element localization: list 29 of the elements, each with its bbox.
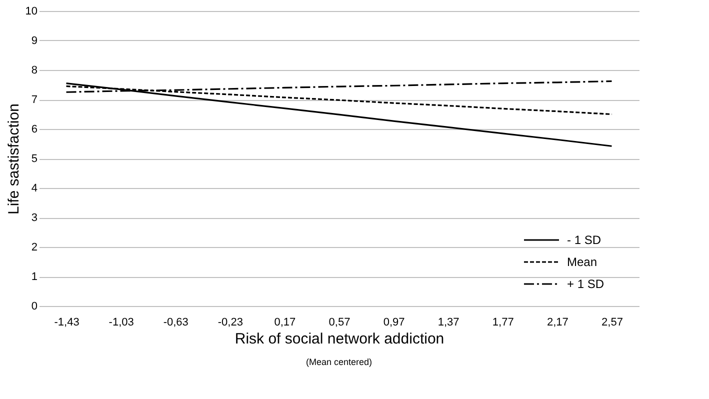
y-tick-label: 3: [31, 212, 38, 224]
x-tick-label: 0,17: [274, 316, 296, 328]
x-tick-label: -0,23: [218, 316, 243, 328]
y-tick-label: 7: [31, 94, 38, 106]
text: (Mean centered): [306, 357, 372, 367]
legend-label: Mean: [567, 255, 598, 269]
x-axis-title: Risk of social network addiction: [234, 330, 444, 348]
y-tick-label: 6: [31, 124, 38, 136]
x-tick-label: -0,63: [163, 316, 188, 328]
x-tick-label: 1,77: [492, 316, 514, 328]
x-tick-label: -1,03: [108, 316, 134, 328]
y-axis-title: Life sastisfaction: [5, 104, 22, 214]
y-tick-label: 9: [31, 35, 38, 47]
y-tick-label: 2: [31, 242, 38, 254]
x-tick-label: -1,43: [54, 316, 80, 328]
y-tick-label: 10: [25, 6, 38, 18]
line-series: [65, 82, 613, 147]
legend-label: + 1 SD: [567, 277, 604, 291]
x-tick-label: 0,97: [383, 316, 405, 328]
x-tick-label: 1,37: [438, 316, 460, 328]
x-tick-label: 0,57: [328, 316, 350, 328]
y-tick-label: 4: [31, 182, 38, 194]
y-tick-label: 0: [31, 300, 38, 312]
x-tick-label: 2,57: [602, 316, 623, 328]
y-tick-label: 8: [31, 64, 38, 76]
y-tick-label: 5: [31, 153, 38, 165]
y-tick-label: 1: [31, 271, 38, 283]
x-tick-label: 2,17: [546, 316, 568, 328]
legend-label: - 1 SD: [567, 233, 602, 247]
